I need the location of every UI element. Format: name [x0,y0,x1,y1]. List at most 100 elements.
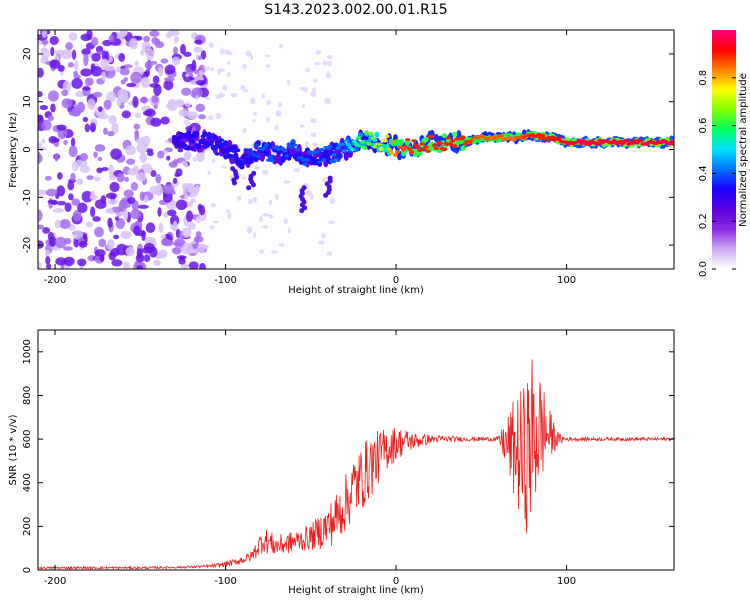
noise-blob [38,153,43,164]
noise-blob [262,169,269,175]
noise-blob [111,122,119,134]
noise-blob [44,175,52,181]
noise-blob [49,35,59,45]
noise-blob [98,238,107,248]
ridge-blob [253,143,259,148]
noise-blob [209,225,215,230]
colorbar-ticks: 0.0 0.2 0.4 0.6 0.8 [698,70,736,277]
noise-blob [160,116,170,125]
noise-blob [158,249,168,259]
noise-blob [227,212,232,219]
ridge-blob [403,145,409,150]
ridge-blob [218,138,225,142]
noise-blob [194,39,203,45]
noise-blob [70,172,76,181]
noise-blob [140,49,145,56]
ridge-blob [186,130,192,135]
noise-blob [113,234,120,240]
noise-blob [283,180,291,184]
ridge-blob [190,145,196,152]
noise-blob [184,193,189,201]
ridge-blob [521,136,527,140]
noise-blob [42,227,51,234]
noise-blob [121,110,131,119]
snr-frame [37,329,675,571]
noise-blob [99,254,105,262]
noise-blob [318,240,325,245]
ridge-blob [204,145,210,148]
noise-blob [84,123,90,133]
noise-blob [77,258,87,267]
noise-blob [67,180,75,191]
colorbar-tick-label: 0.4 [698,165,709,181]
ridge-blob [398,145,405,149]
noise-blob [266,64,271,69]
noise-blob [208,42,214,49]
noise-blob [94,199,107,210]
noise-blob [82,86,91,91]
snr-x-label: Height of straight line (km) [288,585,424,596]
noise-blob [283,218,289,225]
ridge-blob [595,142,601,146]
ridge-blob [353,142,360,147]
noise-blob [181,71,187,79]
ridge-blob [411,139,417,143]
ridge-blob [364,130,370,136]
ridge-blob [671,142,674,146]
noise-blob [85,221,94,228]
ridge-blob [321,157,327,162]
noise-blob [158,66,164,77]
noise-blob [143,35,151,43]
ridge-blob [327,144,333,149]
noise-blob [47,199,58,204]
noise-blob [100,58,109,69]
noise-blob [97,156,103,162]
noise-blob [130,208,142,220]
noise-blob [50,103,56,113]
ridge-blob [182,143,188,148]
ridge-blob [398,138,405,146]
noise-blob [132,96,139,108]
noise-blob [186,69,194,76]
noise-blob [71,78,83,89]
noise-blob [68,109,81,117]
noise-blob [79,153,89,162]
noise-blob [174,100,185,108]
noise-blob [183,150,192,161]
noise-blob [226,71,232,77]
noise-blob [141,41,151,52]
noise-blob [304,67,311,73]
noise-blob [90,63,96,73]
x-tick-label: 100 [557,275,576,286]
noise-blob [41,119,52,131]
noise-blob [322,176,326,183]
ridge-blob [173,136,180,141]
noise-blob [79,165,91,174]
noise-blob [313,78,318,83]
spectrogram-x-label: Height of straight line (km) [288,285,424,296]
ridge-blob [355,136,362,140]
noise-blob [77,202,88,214]
noise-blob [140,76,150,88]
snr-marks [38,359,674,570]
noise-blob [266,117,271,123]
y-tick-label: 10 [22,95,33,108]
noise-blob [193,46,203,53]
noise-blob [150,169,157,178]
ridge-blob [556,136,562,141]
noise-blob [152,75,160,84]
ridge-blob [323,149,329,155]
noise-blob [164,64,176,75]
ridge-blob [263,142,270,147]
noise-blob [242,63,247,69]
noise-blob [116,172,125,183]
noise-blob [215,112,222,120]
ridge-blob [347,145,353,149]
ridge-blob [437,141,444,146]
noise-blob [219,91,223,99]
noise-blob [187,222,196,230]
noise-blob [312,142,318,147]
y-tick-label: 20 [22,48,33,61]
